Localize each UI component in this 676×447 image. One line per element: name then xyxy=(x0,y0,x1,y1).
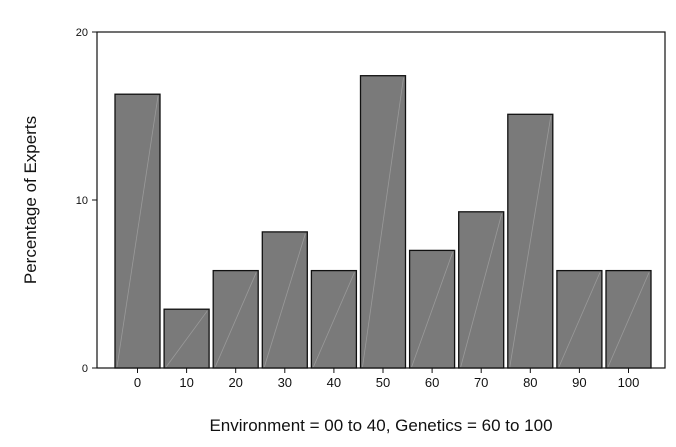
bar-shading-line xyxy=(362,77,404,368)
bar-shading-line xyxy=(607,272,650,368)
x-tick-label: 30 xyxy=(278,375,292,390)
x-tick-label: 10 xyxy=(179,375,193,390)
x-tick-label: 40 xyxy=(327,375,341,390)
y-tick-label: 0 xyxy=(82,363,88,375)
y-tick-label: 20 xyxy=(76,27,88,39)
bar-shading-line xyxy=(411,252,453,368)
x-tick-label: 60 xyxy=(425,375,439,390)
bar-shading-line xyxy=(214,272,257,368)
bar-shading-line xyxy=(509,116,552,368)
x-tick-label: 20 xyxy=(228,375,242,390)
x-tick-label: 80 xyxy=(523,375,537,390)
x-tick-label: 70 xyxy=(474,375,488,390)
y-axis: 0 10 20 xyxy=(76,27,97,375)
bars-layer xyxy=(114,75,652,369)
x-tick-label: 50 xyxy=(376,375,390,390)
y-tick-label: 10 xyxy=(76,195,88,207)
x-tick-label: 0 xyxy=(134,375,141,390)
bar-shading-line xyxy=(116,96,159,368)
x-axis: 0 10 20 30 40 50 60 70 80 90 100 xyxy=(134,368,639,390)
bar-shading-line xyxy=(263,233,306,368)
x-tick-label: 100 xyxy=(618,375,640,390)
bar-shading-line xyxy=(460,213,503,368)
y-axis-title: Percentage of Experts xyxy=(21,116,40,284)
bar-shading-line xyxy=(165,310,208,368)
bar-shading-line xyxy=(558,272,601,368)
bar-shading-line xyxy=(313,272,355,368)
x-tick-label: 90 xyxy=(572,375,586,390)
x-axis-title: Environment = 00 to 40, Genetics = 60 to… xyxy=(209,416,552,435)
